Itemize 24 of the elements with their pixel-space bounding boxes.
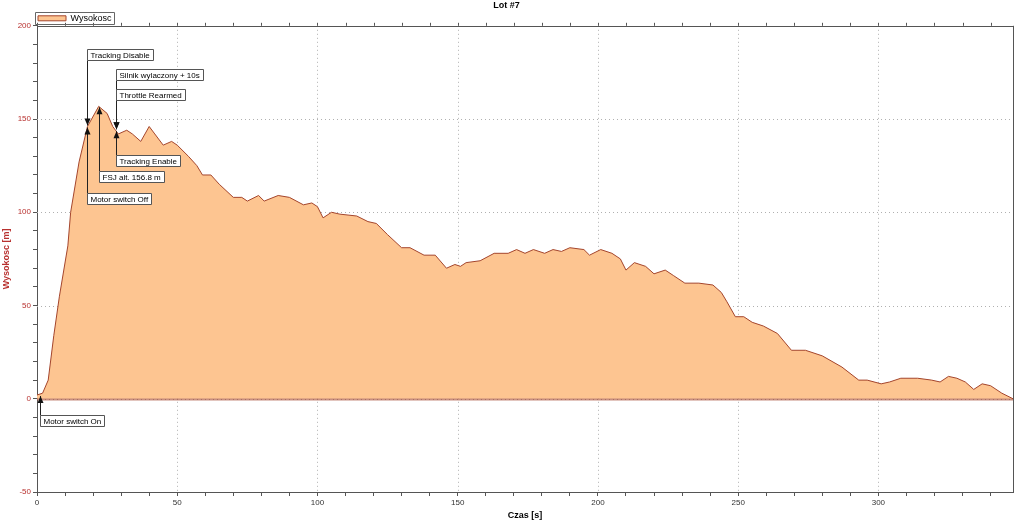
y-tick-label: 150: [17, 114, 32, 124]
annotation: Motor switch Off: [90, 194, 149, 204]
x-tick-label: 50: [172, 498, 183, 507]
chart-title: Lot #7: [493, 0, 520, 10]
annotation: Motor switch On: [43, 416, 102, 426]
x-tick-label: 0: [34, 498, 40, 507]
y-tick-label: 50: [22, 300, 32, 310]
y-tick-label: 200: [17, 21, 32, 30]
x-tick-label: 300: [871, 498, 886, 507]
y-axis-title: Wysokosc [m]: [0, 228, 11, 290]
annotation: Tracking Enable: [119, 156, 178, 166]
y-tick-label: -50: [19, 487, 32, 497]
x-tick-label: 250: [731, 498, 746, 507]
annotation: Throttle Rearmed: [119, 90, 182, 100]
y-tick-label: 0: [26, 393, 32, 403]
x-tick-label: 200: [591, 498, 606, 507]
annotation: FSJ alt. 156.8 m: [102, 172, 162, 182]
y-tick-label: 100: [17, 207, 32, 217]
x-axis-title: Czas [s]: [507, 510, 543, 521]
annotation: Tracking Disable: [90, 50, 151, 60]
x-tick-label: 100: [310, 498, 325, 507]
x-tick-label: 150: [451, 498, 465, 507]
legend-label: Wysokosc: [70, 12, 112, 23]
annotation: Silnik wylaczony + 10s: [119, 70, 200, 80]
